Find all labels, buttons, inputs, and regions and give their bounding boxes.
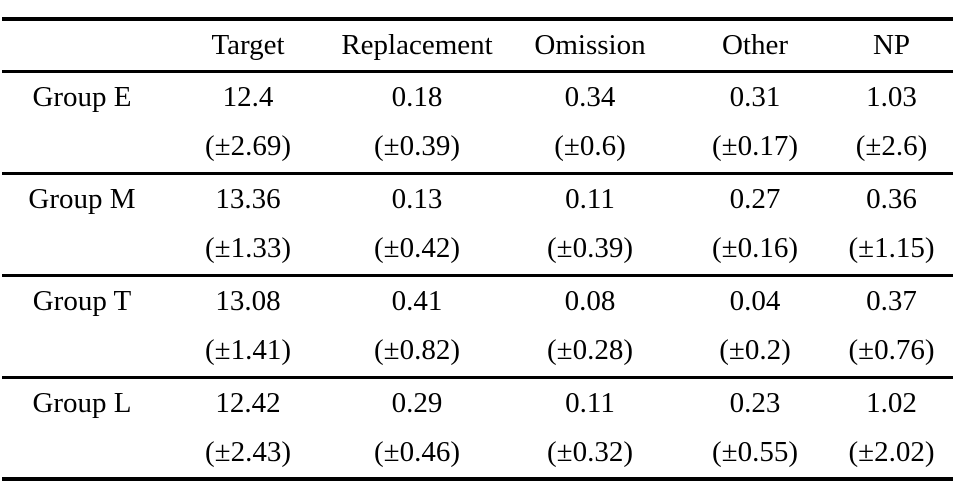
cell-mean: 0.11: [565, 386, 615, 419]
cell-mean: 0.37: [866, 284, 917, 317]
cell-sd: (±1.41): [162, 326, 334, 379]
column-header-other: Other: [680, 19, 830, 73]
cell-sd: (±0.39): [500, 224, 680, 277]
cell-mean: 0.08: [564, 284, 616, 317]
cell-mean: 0.18: [391, 80, 443, 113]
cell-sd: (±0.16): [680, 224, 830, 277]
cell-mean: 12.42: [215, 386, 281, 419]
column-header-omission: Omission: [500, 19, 680, 73]
table-row-group-l-mean: Group L 12.42 0.29 0.11 0.23 1.02: [2, 377, 953, 428]
table-row-group-l-sd: (±2.43) (±0.46) (±0.32) (±0.55) (±2.02): [2, 428, 953, 481]
column-header-replacement: Replacement: [334, 19, 500, 73]
column-header-target: Target: [162, 19, 334, 73]
paper-table-page: Target Replacement Omission Other NP Gro…: [0, 17, 966, 490]
cell-sd: (±0.17): [680, 122, 830, 175]
header-row: Target Replacement Omission Other NP: [2, 19, 953, 73]
table-row-group-m-mean: Group M 13.36 0.13 0.11 0.27 0.36: [2, 173, 953, 224]
cell-mean: 0.36: [866, 182, 917, 215]
cell-sd: (±0.39): [334, 122, 500, 175]
cell-mean: 0.34: [564, 80, 616, 113]
cell-mean: 0.04: [729, 284, 781, 317]
row-label-empty: [2, 224, 162, 277]
cell-sd: (±2.69): [162, 122, 334, 175]
cell-sd: (±2.02): [830, 428, 953, 481]
cell-sd: (±1.15): [830, 224, 953, 277]
cell-mean: 0.11: [565, 182, 615, 215]
cell-mean: 0.23: [729, 386, 781, 419]
row-label-empty: [2, 428, 162, 481]
corner-cell: [2, 19, 162, 73]
cell-sd: (±2.43): [162, 428, 334, 481]
cell-mean: 13.36: [215, 182, 281, 215]
cell-sd: (±0.6): [500, 122, 680, 175]
cell-sd: (±2.6): [830, 122, 953, 175]
cell-mean: 0.29: [391, 386, 443, 419]
cell-sd: (±0.55): [680, 428, 830, 481]
cell-mean: 0.41: [391, 284, 443, 317]
table-row-group-t-mean: Group T 13.08 0.41 0.08 0.04 0.37: [2, 275, 953, 326]
cell-sd: (±0.2): [680, 326, 830, 379]
row-label-group-l: Group L: [32, 386, 132, 419]
cell-sd: (±0.46): [334, 428, 500, 481]
row-label-group-e: Group E: [32, 80, 132, 113]
table-row-group-e-sd: (±2.69) (±0.39) (±0.6) (±0.17) (±2.6): [2, 122, 953, 175]
table-row-group-m-sd: (±1.33) (±0.42) (±0.39) (±0.16) (±1.15): [2, 224, 953, 277]
cell-sd: (±1.33): [162, 224, 334, 277]
column-header-np: NP: [830, 19, 953, 73]
row-label-group-t: Group T: [32, 284, 132, 317]
results-table: Target Replacement Omission Other NP Gro…: [2, 17, 953, 481]
table-row-group-e-mean: Group E 12.4 0.18 0.34 0.31 1.03: [2, 71, 953, 122]
cell-sd: (±0.32): [500, 428, 680, 481]
cell-mean: 13.08: [215, 284, 281, 317]
cell-sd: (±0.42): [334, 224, 500, 277]
row-label-group-m: Group M: [28, 182, 136, 215]
row-label-empty: [2, 122, 162, 175]
cell-mean: 0.27: [729, 182, 781, 215]
row-label-empty: [2, 326, 162, 379]
cell-mean: 0.13: [391, 182, 443, 215]
cell-sd: (±0.82): [334, 326, 500, 379]
cell-mean: 1.02: [866, 386, 917, 419]
cell-mean: 12.4: [222, 80, 274, 113]
cell-mean: 0.31: [729, 80, 781, 113]
table-row-group-t-sd: (±1.41) (±0.82) (±0.28) (±0.2) (±0.76): [2, 326, 953, 379]
cell-sd: (±0.28): [500, 326, 680, 379]
cell-mean: 1.03: [866, 80, 917, 113]
cell-sd: (±0.76): [830, 326, 953, 379]
